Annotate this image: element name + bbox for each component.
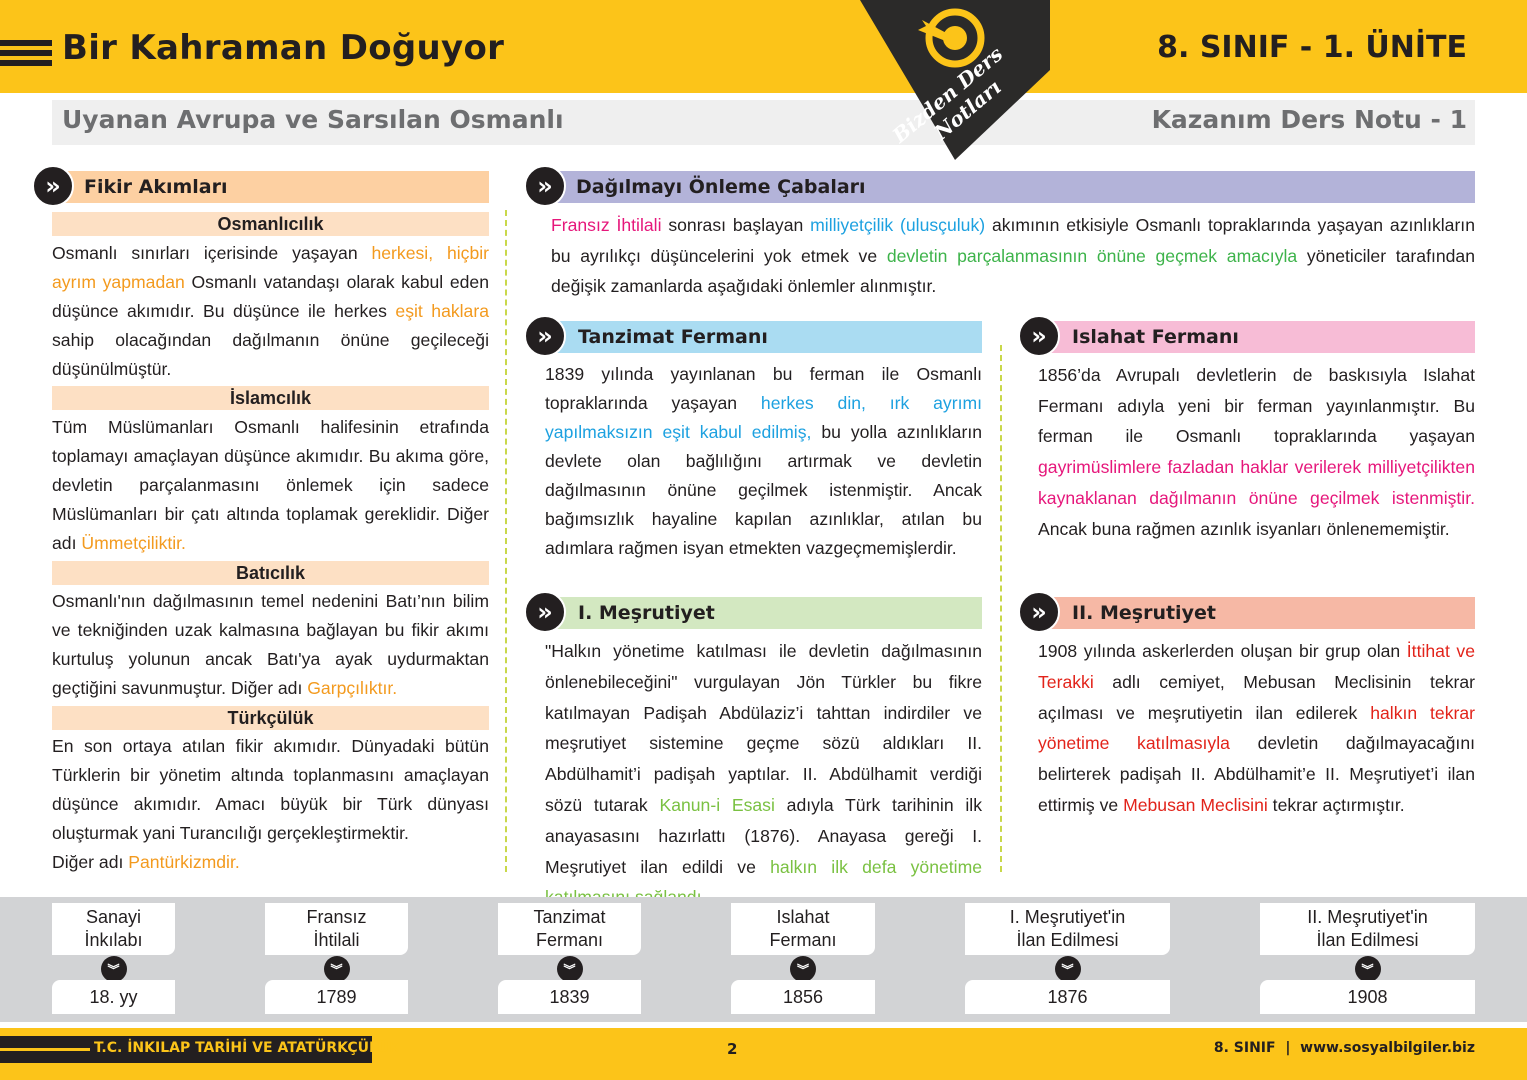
highlighted-text: herkesi, hiçbir ayrım yapmadan	[52, 243, 489, 292]
page-title: Bir Kahraman Doğuyor	[62, 28, 505, 68]
subheader-strip	[52, 100, 1475, 145]
section-header-mesrutiyet2: » II. Meşrutiyet	[1018, 591, 1475, 633]
section-title: II. Meşrutiyet	[1072, 602, 1216, 624]
double-chevron-down-icon: ︾	[790, 956, 816, 982]
double-chevron-down-icon: ︾	[1054, 956, 1081, 982]
text-segment: 1908 yılında askerlerden oluşan bir grup…	[1038, 641, 1407, 661]
highlighted-text: Garpçılıktır.	[307, 678, 398, 698]
paragraph: Diğer adı Pantürkizmdir.	[52, 848, 489, 877]
double-chevron-right-icon: »	[1018, 315, 1060, 357]
timeline-date: 1856	[731, 980, 875, 1014]
timeline-date: 1908	[1260, 980, 1475, 1014]
highlighted-text: Fransız İhtilali	[551, 215, 662, 235]
double-chevron-down-icon: ︾	[556, 956, 583, 982]
highlighted-text: Kanun-i Esasi	[659, 794, 775, 815]
section-header-dagilma: » Dağılmayı Önleme Çabaları	[524, 165, 1475, 207]
text-segment: yöneticiler tarafından değişik zamanlard…	[551, 245, 1475, 297]
timeline-event: Fransız İhtilali	[265, 903, 408, 955]
timeline-date: 18. yy	[52, 980, 175, 1014]
footer-line	[0, 1048, 90, 1051]
highlighted-text: devletin parçalanmasının önüne geçmek am…	[886, 245, 1298, 266]
subtitle: Uyanan Avrupa ve Sarsılan Osmanlı	[62, 105, 564, 134]
section-header-tanzimat: » Tanzimat Fermanı	[524, 315, 982, 357]
highlighted-text: milliyetçilik (ulusçuluk)	[810, 215, 986, 235]
unit-label: 8. SINIF - 1. ÜNİTE	[1157, 30, 1467, 65]
timeline-event: I. Meşrutiyet'in İlan Edilmesi	[965, 903, 1170, 955]
timeline-event: Sanayi İnkılabı	[52, 903, 175, 955]
double-chevron-right-icon: »	[1018, 591, 1060, 633]
text-segment: Tüm Müslümanları Osmanlı halifesinin etr…	[52, 417, 489, 553]
text-segment: bu yolla azınlıkların devlete olan bağlı…	[545, 422, 982, 558]
logo-target-icon: Bizden Ders Notları	[860, 0, 1050, 160]
text-segment: akımının etkisiyle Osmanlı topraklarında…	[551, 215, 1475, 266]
timeline-event: II. Meşrutiyet'in İlan Edilmesi	[1260, 903, 1475, 955]
text-segment: "Halkın yönetime katılması ile devletin …	[545, 641, 982, 815]
text-segment: Diğer adı	[52, 852, 129, 872]
highlighted-text: Mebusan Meclisini	[1123, 794, 1268, 815]
highlighted-text: herkes din, ırk ayrımı yapılmaksızın eşi…	[545, 393, 983, 442]
paragraph: 1839 yılında yayınlanan bu ferman ile Os…	[545, 360, 982, 563]
double-chevron-right-icon: »	[524, 591, 566, 633]
text-segment: devletin dağılmayacağını belirterek padi…	[1038, 733, 1475, 815]
header-band	[0, 0, 1527, 93]
text-segment: tekrar açtırmıştır.	[1267, 794, 1405, 815]
timeline-date: 1876	[965, 980, 1170, 1014]
highlighted-text: Ümmetçiliktir.	[81, 533, 186, 553]
section-title: Fikir Akımları	[84, 176, 228, 198]
paragraph: En son ortaya atılan fikir akımıdır. Dün…	[52, 732, 489, 848]
text-segment: sonrası başlayan	[661, 215, 811, 235]
highlighted-text: halkın tekrar yönetime katılmasıyla	[1038, 702, 1475, 754]
text-segment: Osmanlı vatandaşı olarak kabul eden düşü…	[52, 272, 489, 321]
divider	[1000, 345, 1002, 872]
course-name: T.C. İNKILAP TARİHİ VE ATATÜRKÇÜLÜK	[94, 1040, 400, 1056]
timeline-event: Tanzimat Fermanı	[498, 903, 641, 955]
timeline-date: 1789	[265, 980, 408, 1014]
paragraph: Tüm Müslümanları Osmanlı halifesinin etr…	[52, 413, 489, 558]
timeline-event: Islahat Fermanı	[731, 903, 875, 955]
paragraph: Fransız İhtilali sonrası başlayan milliy…	[551, 210, 1475, 302]
paragraph: 1856’da Avrupalı devletlerin de baskısıy…	[1038, 360, 1475, 544]
footer-site: 8. SINIF | www.sosyalbilgiler.biz	[1213, 1040, 1475, 1056]
kazanim-label: Kazanım Ders Notu - 1	[1151, 105, 1467, 134]
double-chevron-down-icon: ︾	[323, 956, 350, 982]
double-chevron-right-icon: »	[524, 165, 566, 207]
paragraph: 1908 yılında askerlerden oluşan bir grup…	[1038, 636, 1475, 821]
double-chevron-down-icon: ︾	[1354, 956, 1381, 982]
section-title: I. Meşrutiyet	[578, 602, 715, 624]
highlighted-text: Pantürkizmdir.	[128, 852, 240, 872]
subheading: Türkçülük	[52, 706, 489, 730]
paragraph: Osmanlı'nın dağılmasının temel nedenini …	[52, 587, 489, 703]
section-title: Islahat Fermanı	[1072, 326, 1239, 348]
subheading: Batıcılık	[52, 561, 489, 585]
text-segment: En son ortaya atılan fikir akımıdır. Dün…	[52, 736, 489, 843]
timeline-date: 1839	[498, 980, 641, 1014]
highlighted-text: eşit haklara	[395, 301, 489, 321]
paragraph: Osmanlı sınırları içerisinde yaşayan her…	[52, 239, 489, 384]
section-title: Tanzimat Fermanı	[578, 326, 768, 348]
subheading: Osmanlıcılık	[52, 212, 489, 236]
text-segment: adıyla Türk tarihinin ilk anayasasını ha…	[545, 794, 982, 877]
subheading: İslamcılık	[52, 386, 489, 410]
text-segment: adlı cemiyet, Mebusan Meclisinin tekrar …	[1038, 671, 1475, 723]
text-segment: Osmanlı'nın dağılmasının temel nedenini …	[52, 591, 489, 698]
text-segment: Osmanlı sınırları içerisinde yaşayan	[52, 243, 372, 263]
double-chevron-right-icon: »	[524, 315, 566, 357]
highlighted-text: İttihat ve Terakki	[1038, 641, 1475, 692]
divider	[505, 210, 507, 872]
section-header-fikir: » Fikir Akımları	[32, 165, 489, 207]
double-chevron-down-icon: ︾	[100, 956, 127, 982]
double-chevron-right-icon: »	[32, 165, 74, 207]
section-title: Dağılmayı Önleme Çabaları	[576, 176, 866, 198]
paragraph: "Halkın yönetime katılması ile devletin …	[545, 636, 982, 913]
text-segment: 1856’da Avrupalı devletlerin de baskısıy…	[1038, 365, 1475, 447]
text-segment: 1839 yılında yayınlanan bu ferman ile Os…	[545, 364, 982, 413]
highlighted-text: gayrimüslimlere fazladan haklar verilere…	[1038, 457, 1475, 508]
text-segment: Ancak buna rağmen azınlık isyanları önle…	[1038, 518, 1450, 539]
section-header-mesrutiyet1: » I. Meşrutiyet	[524, 591, 982, 633]
section-header-islahat: » Islahat Fermanı	[1018, 315, 1475, 357]
page-number: 2	[727, 1040, 738, 1058]
text-segment: sahip olacağından dağılmanın önüne geçil…	[52, 330, 489, 379]
